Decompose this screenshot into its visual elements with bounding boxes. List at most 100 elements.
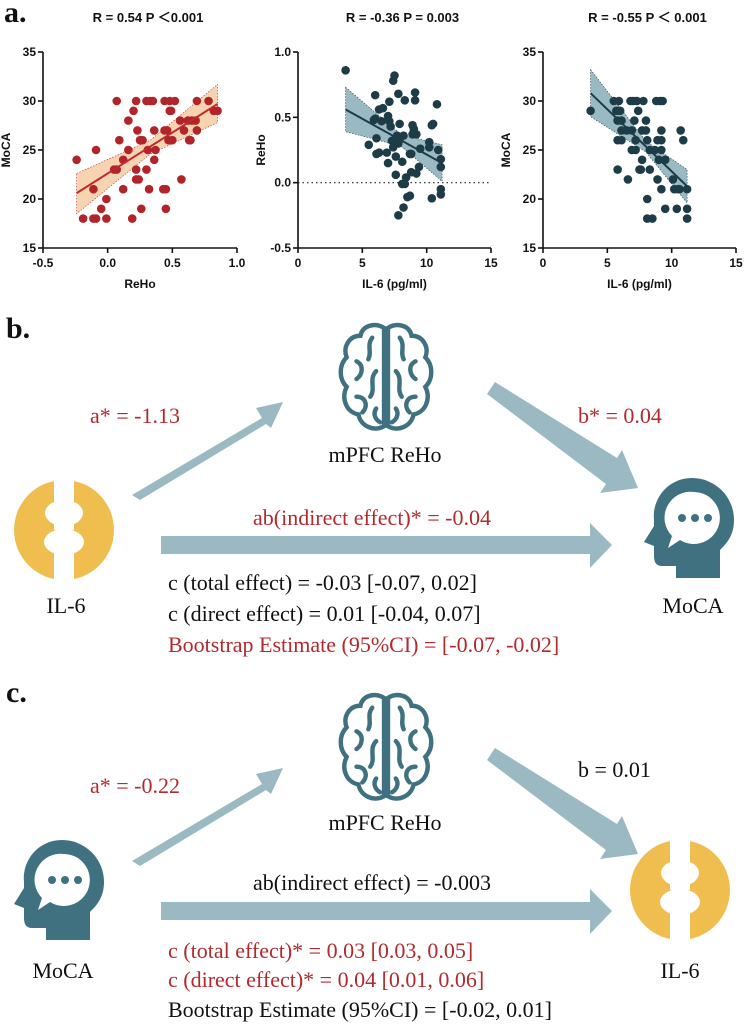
data-point bbox=[148, 96, 158, 106]
regression-line bbox=[589, 92, 688, 187]
y-tick-label: 35 bbox=[523, 45, 537, 59]
y-axis-label: ReHo bbox=[254, 134, 268, 165]
y-tick-label: 30 bbox=[23, 94, 37, 108]
y-tick-label: 1.0 bbox=[274, 45, 291, 59]
data-point bbox=[72, 155, 81, 165]
arrow-b-path bbox=[487, 382, 638, 493]
data-point bbox=[385, 97, 394, 106]
data-point bbox=[660, 204, 670, 214]
data-point bbox=[166, 106, 176, 116]
x-tick-label: 1.0 bbox=[229, 256, 246, 270]
data-point bbox=[142, 165, 151, 174]
data-point bbox=[636, 165, 646, 174]
x-node-label: MoCA bbox=[32, 958, 94, 983]
data-point bbox=[399, 131, 408, 140]
panel-a-label: a. bbox=[4, 0, 27, 29]
data-point bbox=[682, 184, 692, 194]
data-point bbox=[400, 96, 410, 105]
data-point bbox=[364, 140, 374, 150]
data-point bbox=[370, 90, 380, 100]
data-point bbox=[131, 96, 141, 106]
x-tick-label: 5 bbox=[359, 256, 366, 270]
data-point bbox=[613, 165, 622, 174]
data-point bbox=[204, 96, 213, 106]
data-point bbox=[682, 204, 692, 214]
regression-line bbox=[345, 108, 443, 164]
arrow-c-path bbox=[161, 889, 612, 934]
indirect-effect-label: ab(indirect effect)* = -0.04 bbox=[252, 505, 492, 530]
data-point bbox=[410, 96, 420, 105]
data-point bbox=[633, 106, 643, 116]
y-tick-label: 20 bbox=[523, 192, 537, 206]
data-point bbox=[432, 99, 442, 109]
data-point bbox=[405, 191, 415, 201]
data-point bbox=[213, 106, 222, 116]
panel-b-label: b. bbox=[6, 312, 31, 345]
data-point bbox=[102, 194, 111, 204]
y-tick-label: 0.5 bbox=[274, 110, 291, 124]
data-point bbox=[170, 96, 180, 106]
regression-line bbox=[76, 103, 219, 194]
data-point bbox=[653, 175, 662, 184]
scatter-chart-2: R = -0.36 P = 0.003 0 5 10 15 -0.5 0.0 0.5 1.0 IL… bbox=[254, 10, 498, 291]
data-point bbox=[369, 115, 379, 125]
data-point bbox=[372, 133, 381, 143]
data-point bbox=[657, 126, 666, 135]
data-point bbox=[124, 116, 133, 125]
data-point bbox=[586, 106, 595, 116]
chart-title: R = 0.54 P ＜0.001 bbox=[93, 10, 204, 25]
data-point bbox=[412, 130, 421, 139]
data-point bbox=[637, 155, 647, 165]
data-point bbox=[136, 204, 146, 214]
total-effect-label: c (total effect) = -0.03 [-0.07, 0.02] bbox=[168, 570, 477, 595]
y-tick-label: 15 bbox=[23, 241, 37, 255]
data-point bbox=[412, 169, 421, 178]
moca-head-icon bbox=[638, 474, 742, 584]
data-point bbox=[648, 214, 657, 223]
panel-c-arrows bbox=[132, 748, 638, 934]
data-point bbox=[672, 204, 682, 214]
data-point bbox=[678, 135, 688, 145]
mediator-label: mPFC ReHo bbox=[328, 442, 442, 467]
data-point bbox=[382, 148, 392, 157]
data-point bbox=[179, 126, 189, 135]
y-tick-label: 15 bbox=[523, 241, 537, 255]
y-tick-label: 25 bbox=[23, 143, 37, 157]
arrow-a-path bbox=[132, 768, 283, 866]
data-point bbox=[168, 135, 177, 145]
arrow-b-path bbox=[487, 748, 638, 859]
data-point bbox=[617, 116, 626, 125]
data-point bbox=[149, 126, 159, 135]
x-tick-label: 0.5 bbox=[164, 256, 181, 270]
total-effect-label: c (total effect)* = 0.03 [0.03, 0.05] bbox=[168, 938, 474, 963]
data-point bbox=[394, 211, 403, 220]
y-tick-label: 30 bbox=[523, 94, 537, 108]
data-point bbox=[400, 179, 410, 189]
x-tick-label: 0.0 bbox=[99, 256, 116, 270]
brain-icon bbox=[336, 690, 436, 808]
data-point bbox=[617, 135, 626, 145]
data-point bbox=[138, 135, 147, 145]
data-point bbox=[642, 135, 652, 145]
brain-icon bbox=[336, 320, 436, 438]
x-tick-label: 0 bbox=[295, 256, 302, 270]
data-point bbox=[615, 106, 625, 116]
data-point bbox=[177, 175, 186, 184]
data-point bbox=[657, 145, 666, 155]
data-point bbox=[639, 96, 648, 106]
x-tick-label: 10 bbox=[665, 256, 679, 270]
data-point bbox=[134, 175, 144, 184]
data-point bbox=[394, 139, 403, 148]
data-point bbox=[175, 116, 185, 125]
data-point bbox=[406, 149, 416, 159]
data-point bbox=[161, 184, 171, 194]
y-tick-label: 20 bbox=[23, 192, 37, 206]
y-axis-label: MoCA bbox=[499, 132, 513, 167]
data-point bbox=[394, 89, 403, 99]
data-point bbox=[378, 103, 388, 113]
data-point bbox=[632, 96, 642, 106]
data-point bbox=[614, 96, 624, 106]
data-point bbox=[129, 106, 138, 116]
data-point bbox=[395, 119, 404, 129]
